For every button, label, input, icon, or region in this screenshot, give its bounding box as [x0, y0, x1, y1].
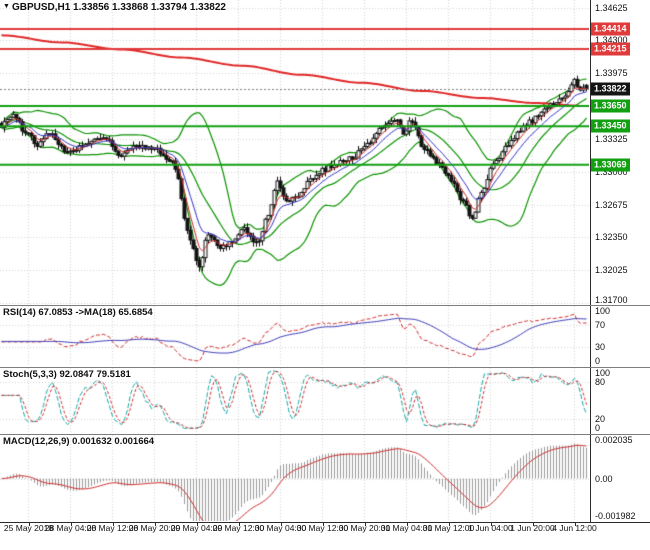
stoch-tick-label: 100	[595, 368, 611, 378]
symbol-marker-icon: ▼	[3, 3, 10, 10]
rsi-axis[interactable]: 100 70 30 0	[591, 306, 650, 367]
macd-tick-label: 0.002035	[595, 435, 633, 445]
current-price-badge: 1.33822	[591, 82, 630, 96]
time-tick-mark	[364, 523, 366, 526]
time-tick-mark	[406, 523, 408, 526]
stoch-tick-label: 20	[595, 413, 606, 424]
price-tick-label: 1.33975	[595, 68, 628, 79]
macd-panel: MACD(12,26,9) 0.001632 0.001664 0.002035…	[0, 434, 650, 522]
time-tick-label: 4 Jun 12:00	[552, 523, 597, 533]
chart-ohlc-text: GBPUSD,H1 1.33856 1.33868 1.33794 1.3382…	[11, 2, 226, 13]
time-tick-label: 1 Jun 20:00	[510, 523, 555, 533]
price-level-badge: 1.33450	[591, 119, 630, 133]
time-tick-label: 29 May 04:00	[170, 523, 223, 533]
price-tick-label: 1.32350	[595, 232, 628, 243]
price-tick-label: 1.31700	[595, 295, 628, 305]
rsi-canvas[interactable]	[0, 306, 589, 366]
macd-axis[interactable]: 0.002035 0.00 -0.001982	[591, 435, 650, 522]
price-level-badge: 1.34215	[591, 42, 630, 56]
time-tick-mark	[574, 523, 576, 526]
rsi-tick-label: 0	[595, 356, 601, 366]
stoch-tick-label: 0	[595, 423, 601, 433]
time-tick-label: 28 May 04:00	[44, 523, 97, 533]
time-tick-mark	[112, 523, 114, 526]
macd-plot[interactable]: MACD(12,26,9) 0.001632 0.001664	[0, 435, 591, 522]
price-level-badge: 1.34414	[591, 22, 630, 36]
price-tick-label: 1.34300	[595, 35, 628, 46]
rsi-plot[interactable]: RSI(14) 67.0853 ->MA(18) 65.6854	[0, 306, 591, 367]
price-tick-label: 1.33325	[595, 133, 628, 144]
price-tick-label: 1.32025	[595, 265, 628, 276]
time-tick-label: 31 May 04:00	[380, 523, 433, 533]
time-tick-label: 30 May 04:00	[254, 523, 307, 533]
main-chart-canvas[interactable]	[0, 0, 589, 305]
time-tick-mark	[322, 523, 324, 526]
time-tick-mark	[196, 523, 198, 526]
time-tick-mark	[238, 523, 240, 526]
time-tick-mark	[28, 523, 30, 526]
macd-label: MACD(12,26,9) 0.001632 0.001664	[3, 436, 155, 447]
stoch-canvas[interactable]	[0, 368, 589, 433]
time-tick-mark	[532, 523, 534, 526]
macd-tick-label: 0.00	[595, 473, 613, 484]
time-axis[interactable]: 25 May 2018 28 May 04:00 28 May 12:00 28 Ma…	[0, 522, 650, 550]
time-tick-mark	[490, 523, 492, 526]
time-tick-label: 1 Jun 04:00	[468, 523, 513, 533]
rsi-tick-label: 70	[595, 319, 606, 330]
stoch-tick-label: 80	[595, 377, 606, 388]
price-tick-label: 1.34625	[595, 2, 628, 13]
price-tick-label: 1.33000	[595, 166, 628, 177]
price-level-badge: 1.33650	[591, 99, 630, 113]
rsi-tick-label: 100	[595, 306, 611, 316]
stoch-panel: Stoch(5,3,3) 92.0847 79.5181 100 80 20 0	[0, 367, 650, 434]
price-axis[interactable]: 1.34625 1.34300 1.33975 1.33650 1.33325 1.330…	[591, 0, 650, 305]
rsi-label: RSI(14) 67.0853 ->MA(18) 65.6854	[3, 307, 153, 318]
rsi-tick-label: 30	[595, 342, 606, 353]
stoch-plot[interactable]: Stoch(5,3,3) 92.0847 79.5181	[0, 368, 591, 434]
time-tick-label: 25 May 2018	[3, 523, 54, 533]
time-tick-label: 30 May 20:00	[338, 523, 391, 533]
time-tick-mark	[280, 523, 282, 526]
price-tick-label: 1.32675	[595, 199, 628, 210]
stoch-label: Stoch(5,3,3) 92.0847 79.5181	[3, 369, 131, 380]
time-tick-label: 29 May 12:00	[212, 523, 265, 533]
main-chart-plot[interactable]: ▼ GBPUSD,H1 1.33856 1.33868 1.33794 1.338…	[0, 0, 591, 305]
chart-ohlc-header: ▼ GBPUSD,H1 1.33856 1.33868 1.33794 1.338…	[3, 2, 226, 13]
time-tick-mark	[448, 523, 450, 526]
rsi-panel: RSI(14) 67.0853 ->MA(18) 65.6854 100 70 30…	[0, 305, 650, 367]
price-level-badge: 1.33069	[591, 158, 630, 172]
time-tick-label: 28 May 12:00	[86, 523, 139, 533]
macd-canvas[interactable]	[0, 435, 589, 521]
time-tick-label: 28 May 20:00	[128, 523, 181, 533]
stoch-axis[interactable]: 100 80 20 0	[591, 368, 650, 434]
time-tick-label: 30 May 12:00	[296, 523, 349, 533]
time-tick-mark	[154, 523, 156, 526]
time-tick-mark	[70, 523, 72, 526]
main-chart-panel: ▼ GBPUSD,H1 1.33856 1.33868 1.33794 1.338…	[0, 0, 650, 305]
macd-tick-label: -0.001982	[595, 511, 636, 521]
time-tick-label: 31 May 12:00	[422, 523, 475, 533]
